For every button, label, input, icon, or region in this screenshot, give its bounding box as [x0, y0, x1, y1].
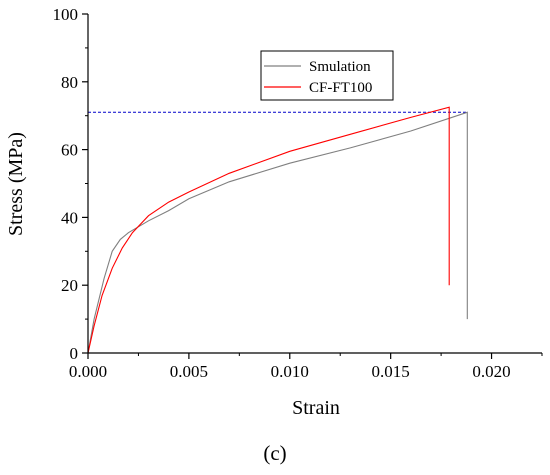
- x-tick-label: 0.010: [271, 362, 309, 381]
- x-tick-label: 0.015: [372, 362, 410, 381]
- x-axis-title: Strain: [292, 397, 340, 419]
- x-tick-label: 0.005: [170, 362, 208, 381]
- y-tick-label: 20: [61, 276, 78, 295]
- legend-label: Smulation: [309, 59, 371, 75]
- y-tick-label: 80: [61, 73, 78, 92]
- series-line-cf-ft100: [87, 106, 450, 354]
- x-tick-label: 0.000: [69, 362, 107, 381]
- y-tick-label: 100: [53, 5, 79, 24]
- panel-caption: (c): [263, 441, 286, 465]
- series-line-simulation: [87, 111, 468, 354]
- legend-box: [260, 50, 394, 101]
- legend: Smulation CF-FT100: [260, 50, 394, 101]
- y-tick-label: 0: [70, 344, 79, 363]
- x-tick-label: 0.020: [472, 362, 510, 381]
- series-group: [87, 106, 468, 354]
- y-tick-label: 60: [61, 141, 78, 160]
- y-tick-label: 40: [61, 208, 78, 227]
- legend-label: CF-FT100: [309, 80, 372, 96]
- y-axis-title: Stress (MPa): [5, 132, 27, 236]
- axes-group: 0 20 40 60 80 100 0.000 0.005 0.010 0.015 0.020: [53, 5, 543, 381]
